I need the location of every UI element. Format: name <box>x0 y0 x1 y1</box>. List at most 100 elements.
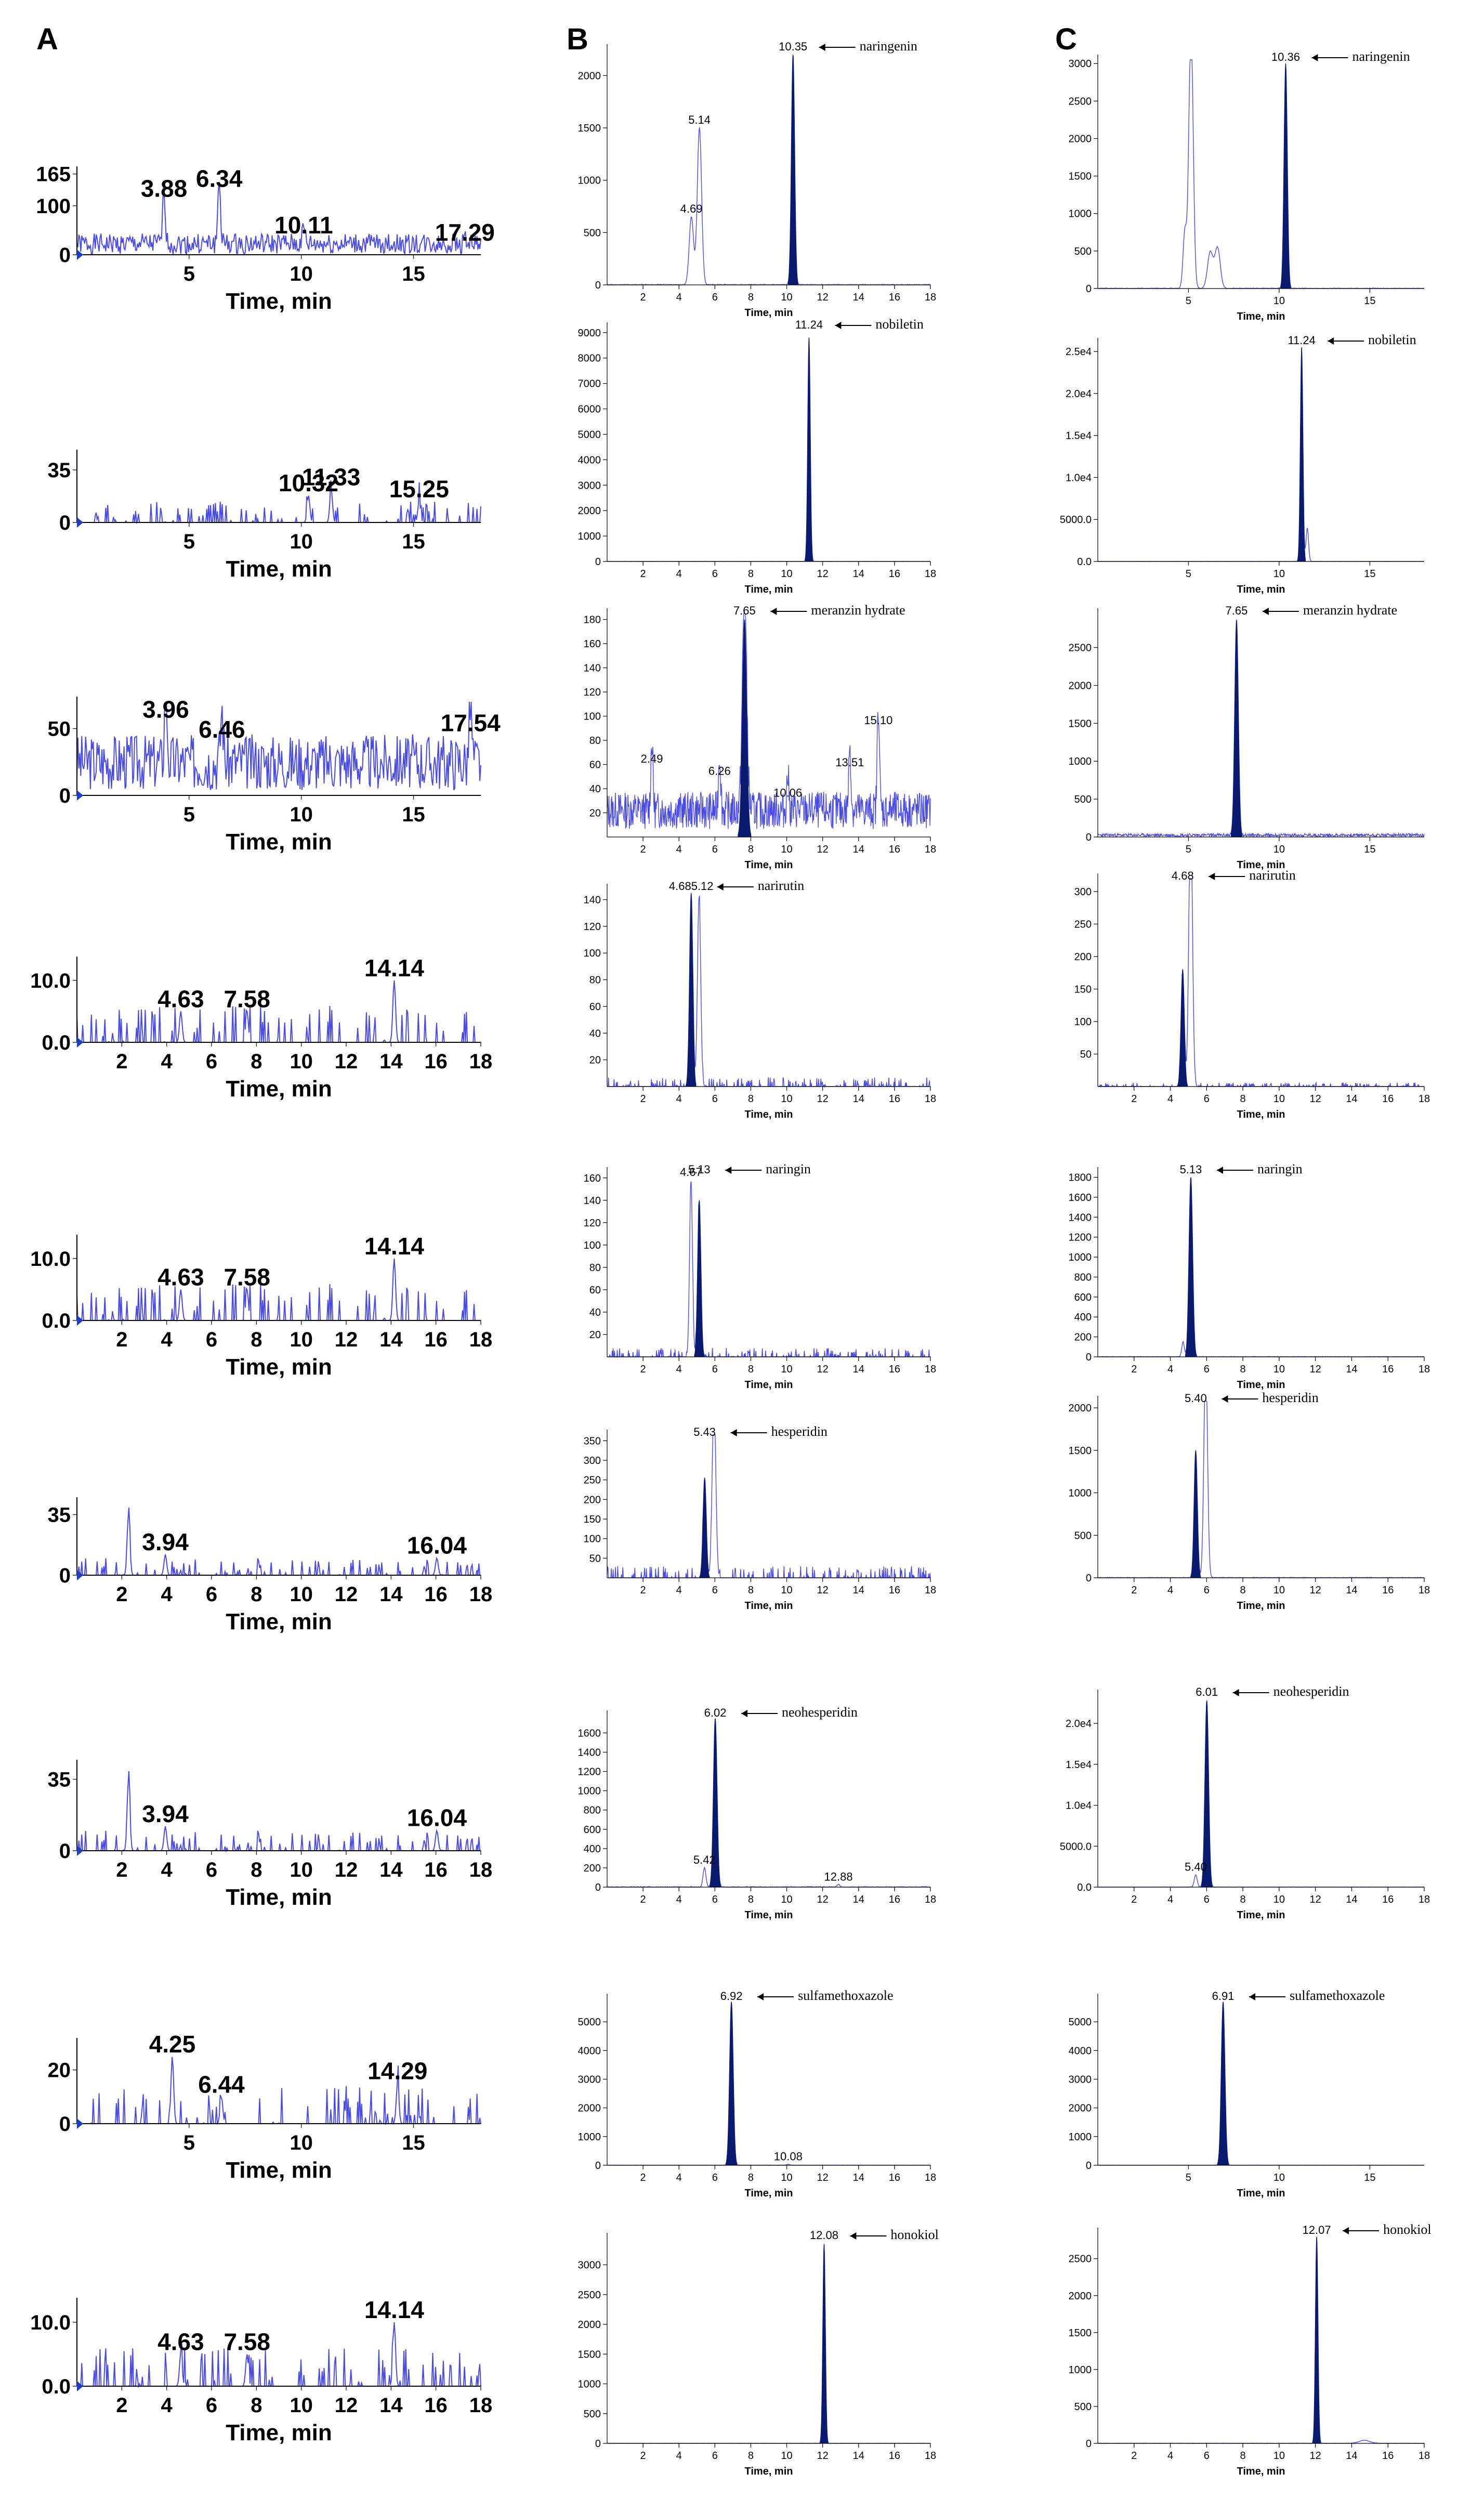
x-tick-label: 6 <box>206 2394 217 2417</box>
chart-c2: 2.5e4 2.0e4 1.5e4 1.0e4 5000.0 0.0 5 10 15 Time, … <box>1060 332 1425 595</box>
chart-a7: 35 0 2 4 6 8 10 12 14 16 18 Time, min 3.94 16.04 <box>48 1760 492 1910</box>
peak-label: 4.69 <box>680 202 703 215</box>
arrow-head <box>850 2232 857 2240</box>
y-tick-label: 100 <box>584 711 601 723</box>
x-tick-label: 6 <box>712 844 718 855</box>
peak-label: 16.04 <box>407 1532 467 1559</box>
y-tick-label: 2.5e4 <box>1066 346 1092 358</box>
y-tick-label: 80 <box>589 1262 601 1274</box>
filled-peak <box>1312 2236 1321 2444</box>
x-tick-label: 2 <box>640 2450 646 2462</box>
x-tick-label: 15 <box>402 803 425 826</box>
compound-label: neohesperidin <box>1273 1684 1349 1699</box>
chart-b9: 3000 2500 2000 1500 1000 500 0 2 4 6 8 10 12 14 16 18 Ti… <box>578 2227 939 2477</box>
x-tick-label: 16 <box>1382 1894 1394 1905</box>
y-tick-label: 150 <box>584 1514 601 1525</box>
x-tick-label: 10 <box>1273 568 1285 580</box>
x-tick-label: 8 <box>1240 1364 1246 1375</box>
x-tick-label: 14 <box>379 1050 403 1073</box>
x-tick-label: 8 <box>251 2394 262 2417</box>
x-tick-label: 18 <box>925 292 936 303</box>
x-tick-label: 4 <box>676 1585 682 1596</box>
peak-label: 2.49 <box>641 752 663 765</box>
x-tick-label: 14 <box>853 844 864 855</box>
x-tick-label: 8 <box>1240 1093 1246 1105</box>
x-tick-label: 14 <box>853 1894 864 1905</box>
x-tick-label: 5 <box>1186 295 1191 307</box>
x-tick-label: 10 <box>290 1583 313 1606</box>
y-tick-label: 5000.0 <box>1060 514 1092 526</box>
y-tick-label: 3000 <box>578 480 601 491</box>
filled-peak <box>805 337 813 562</box>
y-tick-label: 5000 <box>578 2017 601 2028</box>
y-tick-label: 250 <box>584 1475 601 1486</box>
x-tick-label: 18 <box>469 1328 493 1351</box>
x-tick-label: 10 <box>781 2450 792 2462</box>
trace-line <box>1098 1700 1424 1888</box>
y-tick-label: 165 <box>36 163 71 186</box>
y-tick-label: 800 <box>1074 1272 1092 1283</box>
filled-peak <box>1201 1700 1213 1888</box>
x-tick-label: 6 <box>1204 2450 1210 2462</box>
x-tick-label: 12 <box>817 1093 829 1105</box>
x-tick-label: 8 <box>748 2450 754 2462</box>
x-tick-label: 2 <box>640 844 646 855</box>
y-tick-label: 0 <box>59 2113 71 2136</box>
x-tick-label: 16 <box>424 1050 448 1073</box>
x-tick-label: 4 <box>676 1894 682 1905</box>
x-tick-label: 8 <box>748 844 754 855</box>
x-tick-label: 16 <box>889 1093 900 1105</box>
peak-label: 3.88 <box>141 175 188 202</box>
y-tick-label: 140 <box>584 663 601 674</box>
x-tick-label: 12 <box>817 292 829 303</box>
y-tick-label: 3000 <box>1069 58 1092 70</box>
y-tick-label: 0 <box>595 2438 601 2450</box>
x-axis-label: Time, min <box>226 1885 332 1910</box>
filled-peak <box>1230 621 1242 838</box>
y-tick-label: 3000 <box>578 2074 601 2085</box>
x-tick-label: 16 <box>1382 1093 1394 1105</box>
x-tick-label: 2 <box>640 1364 646 1375</box>
trace-line <box>76 1258 481 1322</box>
x-tick-label: 18 <box>925 1093 936 1105</box>
peak-label: 6.46 <box>199 716 245 743</box>
x-tick-label: 16 <box>889 844 900 855</box>
x-axis-label: Time, min <box>1237 584 1285 595</box>
compound-label: nobiletin <box>1368 332 1416 347</box>
x-tick-label: 12 <box>335 2394 358 2417</box>
chart-b8: 5000 4000 3000 2000 1000 0 2 4 6 8 10 12 14 16 18 Time,… <box>578 1988 937 2199</box>
y-tick-label: 100 <box>584 948 601 959</box>
x-tick-label: 8 <box>748 1894 754 1905</box>
y-tick-label: 250 <box>1074 919 1092 931</box>
peak-label: 11.33 <box>302 463 361 490</box>
arrow-head <box>1262 608 1269 615</box>
compound-label: sulfamethoxazole <box>1290 1988 1385 2003</box>
y-tick-label: 200 <box>584 1863 601 1874</box>
x-tick-label: 14 <box>853 2172 864 2183</box>
x-tick-label: 16 <box>1382 2450 1394 2462</box>
peak-label: 3.94 <box>142 1800 189 1827</box>
x-tick-label: 10 <box>1273 2450 1285 2462</box>
y-tick-label: 0.0 <box>1077 556 1092 568</box>
x-tick-label: 2 <box>1131 1093 1137 1105</box>
y-tick-label: 0 <box>59 1840 71 1863</box>
x-tick-label: 16 <box>889 1585 900 1596</box>
peak-label: 14.14 <box>364 954 425 982</box>
y-tick-label: 2000 <box>578 70 601 82</box>
y-tick-label: 20 <box>589 808 601 819</box>
y-tick-label: 60 <box>589 1001 601 1013</box>
arrow-head <box>1328 337 1334 345</box>
filled-peak <box>694 1200 705 1357</box>
x-tick-label: 4 <box>676 2450 682 2462</box>
arrow-head <box>1232 1689 1239 1696</box>
filled-peak <box>820 2244 829 2444</box>
y-tick-label: 0 <box>595 2160 601 2171</box>
x-tick-label: 8 <box>1240 1894 1246 1905</box>
x-tick-label: 14 <box>853 292 864 303</box>
x-tick-label: 18 <box>469 1583 493 1606</box>
arrow-head <box>835 322 842 329</box>
y-tick-label: 0.0 <box>42 2375 71 2398</box>
filled-peak <box>1185 1177 1197 1357</box>
y-tick-label: 0 <box>595 280 601 291</box>
x-tick-label: 4 <box>1167 1585 1173 1596</box>
